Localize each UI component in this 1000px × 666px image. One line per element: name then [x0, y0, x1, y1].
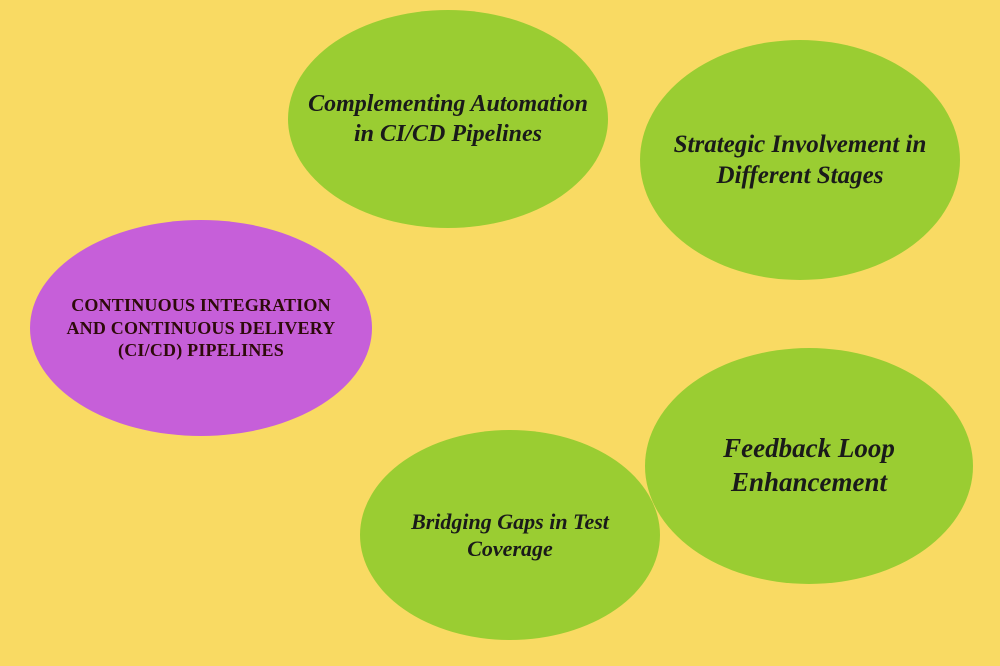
node-feedback: Feedback Loop Enhancement: [645, 348, 973, 584]
node-strategic-label: Strategic Involvement in Different Stage…: [660, 129, 940, 192]
node-bridging: Bridging Gaps in Test Coverage: [360, 430, 660, 640]
node-center: CONTINUOUS INTEGRATION AND CONTINUOUS DE…: [30, 220, 372, 436]
node-bridging-label: Bridging Gaps in Test Coverage: [380, 508, 640, 563]
diagram-canvas: CONTINUOUS INTEGRATION AND CONTINUOUS DE…: [0, 0, 1000, 666]
node-complementing: Complementing Automation in CI/CD Pipeli…: [288, 10, 608, 228]
node-feedback-label: Feedback Loop Enhancement: [665, 432, 953, 500]
node-strategic: Strategic Involvement in Different Stage…: [640, 40, 960, 280]
node-complementing-label: Complementing Automation in CI/CD Pipeli…: [308, 89, 588, 149]
node-center-label: CONTINUOUS INTEGRATION AND CONTINUOUS DE…: [50, 294, 352, 362]
